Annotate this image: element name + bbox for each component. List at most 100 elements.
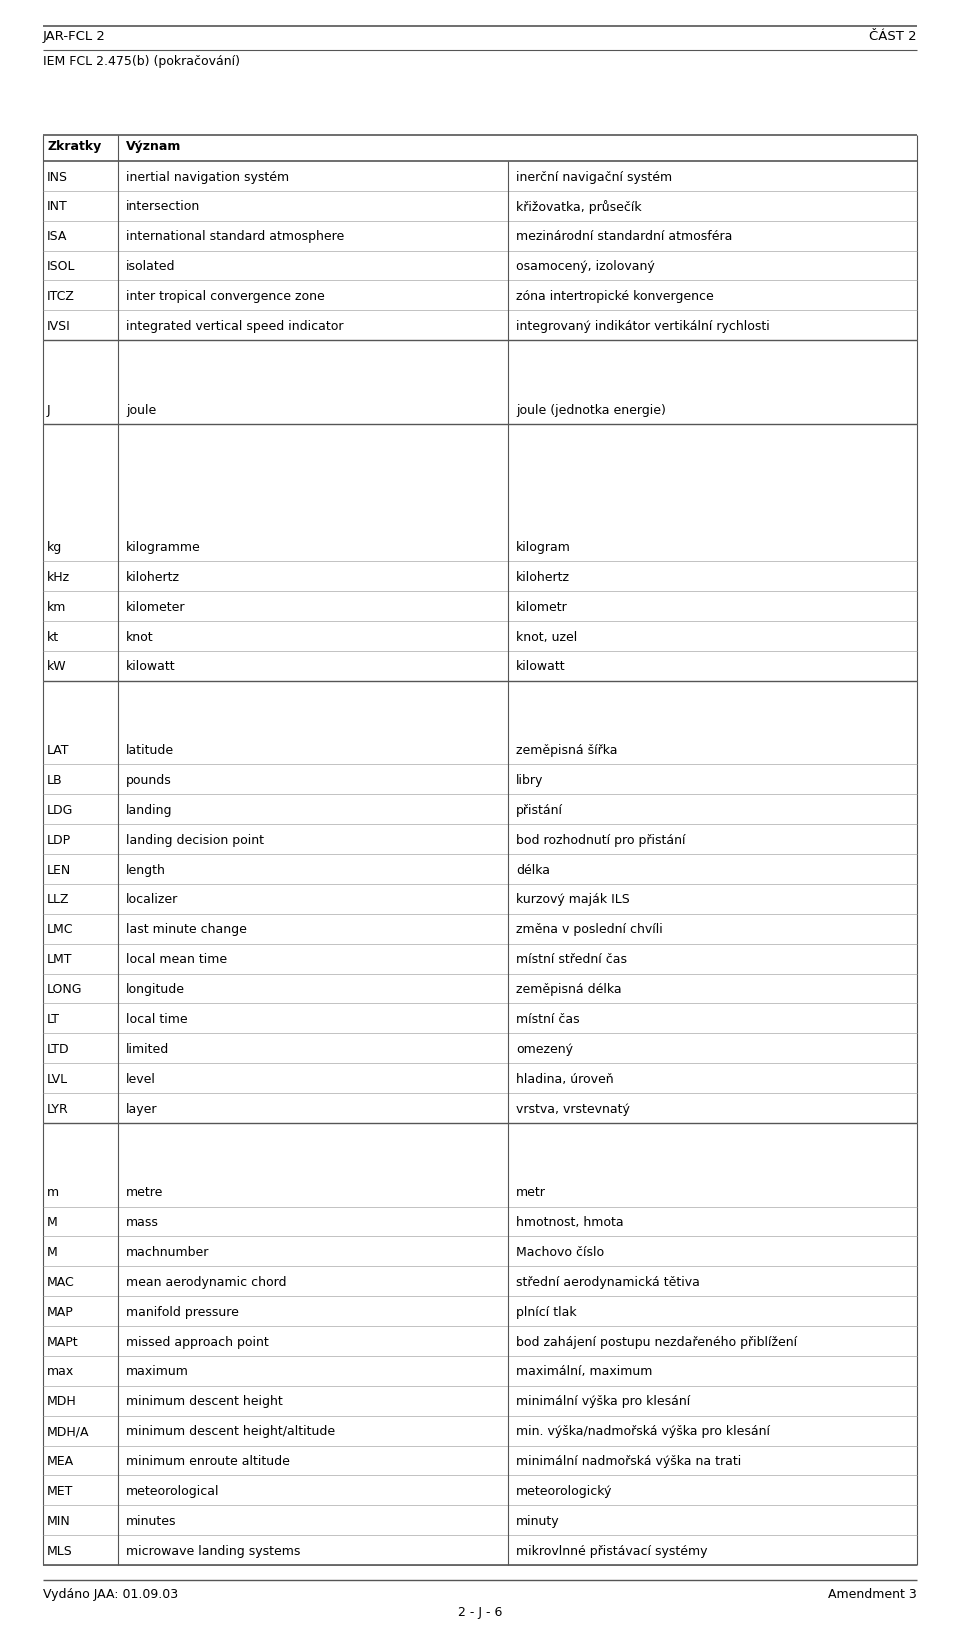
Text: M: M (47, 1217, 58, 1230)
Text: minimální výška pro klesání: minimální výška pro klesání (516, 1396, 690, 1409)
Text: 2 - J - 6: 2 - J - 6 (458, 1606, 502, 1619)
Text: LDP: LDP (47, 834, 71, 847)
Text: ISA: ISA (47, 230, 67, 243)
Text: MAC: MAC (47, 1276, 75, 1289)
Text: machnumber: machnumber (126, 1246, 209, 1259)
Text: joule (jednotka energie): joule (jednotka energie) (516, 404, 666, 417)
Text: longitude: longitude (126, 982, 185, 995)
Text: plnící tlak: plnící tlak (516, 1306, 577, 1319)
Text: hladina, úroveň: hladina, úroveň (516, 1074, 613, 1085)
Text: střední aerodynamická tětiva: střední aerodynamická tětiva (516, 1276, 700, 1289)
Text: meteorologický: meteorologický (516, 1486, 612, 1499)
Text: mean aerodynamic chord: mean aerodynamic chord (126, 1276, 286, 1289)
Text: LB: LB (47, 774, 62, 787)
Text: LLZ: LLZ (47, 893, 69, 906)
Text: MAPt: MAPt (47, 1336, 79, 1349)
Text: localizer: localizer (126, 893, 179, 906)
Text: MDH/A: MDH/A (47, 1425, 89, 1438)
Text: LT: LT (47, 1013, 60, 1026)
Text: Zkratky: Zkratky (47, 140, 101, 153)
Text: přistání: přistání (516, 803, 563, 816)
Text: minimum descent height/altitude: minimum descent height/altitude (126, 1425, 335, 1438)
Text: inertial navigation systém: inertial navigation systém (126, 171, 289, 184)
Text: minuty: minuty (516, 1515, 560, 1528)
Text: landing: landing (126, 803, 173, 816)
Text: minutes: minutes (126, 1515, 177, 1528)
Text: vrstva, vrstevnatý: vrstva, vrstevnatý (516, 1103, 630, 1116)
Text: ITCZ: ITCZ (47, 290, 75, 303)
Text: místní čas: místní čas (516, 1013, 580, 1026)
Text: LMC: LMC (47, 924, 74, 937)
Text: Amendment 3: Amendment 3 (828, 1588, 917, 1601)
Text: J: J (47, 404, 51, 417)
Text: min. výška/nadmořská výška pro klesání: min. výška/nadmořská výška pro klesání (516, 1425, 770, 1438)
Text: křižovatka, průsečík: křižovatka, průsečík (516, 200, 641, 215)
Text: LVL: LVL (47, 1074, 68, 1085)
Text: MIN: MIN (47, 1515, 71, 1528)
Text: kilowatt: kilowatt (126, 660, 176, 673)
Text: místní střední čas: místní střední čas (516, 953, 627, 966)
Text: local mean time: local mean time (126, 953, 228, 966)
Text: last minute change: last minute change (126, 924, 247, 937)
Text: integrovaný indikátor vertikální rychlosti: integrovaný indikátor vertikální rychlos… (516, 319, 770, 332)
Text: IVSI: IVSI (47, 319, 71, 332)
Text: minimální nadmořská výška na trati: minimální nadmořská výška na trati (516, 1455, 741, 1468)
Text: level: level (126, 1074, 156, 1085)
Text: MAP: MAP (47, 1306, 74, 1319)
Text: LEN: LEN (47, 863, 71, 876)
Text: maximum: maximum (126, 1365, 189, 1378)
Text: kHz: kHz (47, 570, 70, 583)
Text: inter tropical convergence zone: inter tropical convergence zone (126, 290, 324, 303)
Text: M: M (47, 1246, 58, 1259)
Text: INT: INT (47, 200, 68, 213)
Text: bod rozhodnutí pro přistání: bod rozhodnutí pro přistání (516, 834, 685, 847)
Text: isolated: isolated (126, 261, 176, 274)
Text: kilohertz: kilohertz (126, 570, 180, 583)
Text: maximální, maximum: maximální, maximum (516, 1365, 653, 1378)
Text: osamocený, izolovaný: osamocený, izolovaný (516, 261, 655, 274)
Text: kg: kg (47, 541, 62, 554)
Text: integrated vertical speed indicator: integrated vertical speed indicator (126, 319, 344, 332)
Text: latitude: latitude (126, 744, 174, 757)
Text: ISOL: ISOL (47, 261, 76, 274)
Text: kW: kW (47, 660, 66, 673)
Text: LAT: LAT (47, 744, 69, 757)
Text: ČÁST 2: ČÁST 2 (870, 29, 917, 42)
Text: kilohertz: kilohertz (516, 570, 570, 583)
Text: limited: limited (126, 1043, 169, 1056)
Text: mezinárodní standardní atmosféra: mezinárodní standardní atmosféra (516, 230, 732, 243)
Text: knot: knot (126, 630, 154, 643)
Text: kilometer: kilometer (126, 601, 185, 614)
Text: libry: libry (516, 774, 543, 787)
Text: MLS: MLS (47, 1544, 73, 1557)
Text: kilogramme: kilogramme (126, 541, 201, 554)
Text: LMT: LMT (47, 953, 73, 966)
Text: kt: kt (47, 630, 60, 643)
Text: landing decision point: landing decision point (126, 834, 264, 847)
Text: max: max (47, 1365, 74, 1378)
Text: international standard atmosphere: international standard atmosphere (126, 230, 345, 243)
Text: IEM FCL 2.475(b) (pokračování): IEM FCL 2.475(b) (pokračování) (43, 55, 240, 68)
Text: LONG: LONG (47, 982, 83, 995)
Text: manifold pressure: manifold pressure (126, 1306, 239, 1319)
Text: hmotnost, hmota: hmotnost, hmota (516, 1217, 624, 1230)
Text: length: length (126, 863, 166, 876)
Text: microwave landing systems: microwave landing systems (126, 1544, 300, 1557)
Text: missed approach point: missed approach point (126, 1336, 269, 1349)
Text: mass: mass (126, 1217, 158, 1230)
Text: minimum descent height: minimum descent height (126, 1396, 283, 1409)
Text: LDG: LDG (47, 803, 73, 816)
Text: mikrovlnné přistávací systémy: mikrovlnné přistávací systémy (516, 1544, 708, 1557)
Text: Machovo číslo: Machovo číslo (516, 1246, 604, 1259)
Text: JAR-FCL 2: JAR-FCL 2 (43, 29, 106, 42)
Text: LTD: LTD (47, 1043, 70, 1056)
Text: MDH: MDH (47, 1396, 77, 1409)
Text: LYR: LYR (47, 1103, 69, 1116)
Text: zeměpisná šířka: zeměpisná šířka (516, 744, 617, 757)
Text: kilowatt: kilowatt (516, 660, 565, 673)
Text: meteorological: meteorological (126, 1486, 220, 1499)
Text: MEA: MEA (47, 1455, 74, 1468)
Text: minimum enroute altitude: minimum enroute altitude (126, 1455, 290, 1468)
Text: inerční navigační systém: inerční navigační systém (516, 171, 672, 184)
Text: délka: délka (516, 863, 550, 876)
